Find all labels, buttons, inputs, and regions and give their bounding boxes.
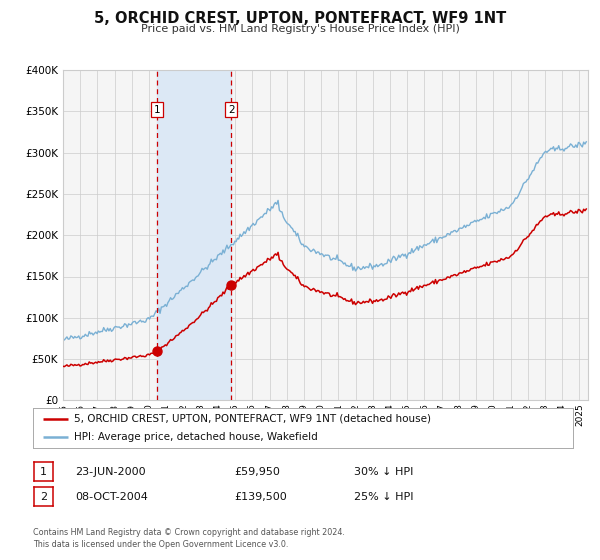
Text: 1: 1 (40, 466, 47, 477)
Text: 1: 1 (154, 105, 160, 115)
Text: 2: 2 (40, 492, 47, 502)
Bar (157, 70, 231, 400)
Text: HPI: Average price, detached house, Wakefield: HPI: Average price, detached house, Wake… (74, 432, 317, 442)
Text: 2: 2 (228, 105, 235, 115)
Text: Price paid vs. HM Land Registry's House Price Index (HPI): Price paid vs. HM Land Registry's House … (140, 24, 460, 34)
Text: 23-JUN-2000: 23-JUN-2000 (75, 466, 146, 477)
Text: 25% ↓ HPI: 25% ↓ HPI (354, 492, 413, 502)
Text: £139,500: £139,500 (234, 492, 287, 502)
Text: £59,950: £59,950 (234, 466, 280, 477)
Text: Contains HM Land Registry data © Crown copyright and database right 2024.
This d: Contains HM Land Registry data © Crown c… (33, 528, 345, 549)
Text: 30% ↓ HPI: 30% ↓ HPI (354, 466, 413, 477)
Text: 08-OCT-2004: 08-OCT-2004 (75, 492, 148, 502)
Text: 5, ORCHID CREST, UPTON, PONTEFRACT, WF9 1NT (detached house): 5, ORCHID CREST, UPTON, PONTEFRACT, WF9 … (74, 414, 431, 423)
Text: 5, ORCHID CREST, UPTON, PONTEFRACT, WF9 1NT: 5, ORCHID CREST, UPTON, PONTEFRACT, WF9 … (94, 11, 506, 26)
